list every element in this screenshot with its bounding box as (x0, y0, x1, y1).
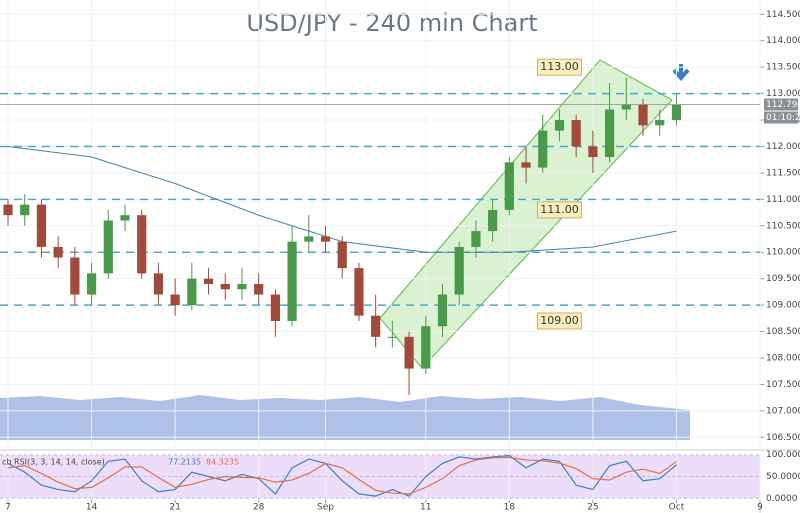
y-tick-label: 109.500 (766, 274, 800, 284)
oscillator-label: ch RSI(3, 3, 14, 14, close) (2, 458, 105, 467)
y-tick-label: 109.000 (766, 301, 800, 311)
oscillator-value: 84.3235 (206, 458, 239, 467)
oscillator-tick-label: 100.0000 (766, 450, 800, 460)
candle-body (471, 231, 481, 247)
candle-body (571, 120, 581, 147)
candle-body (120, 215, 130, 221)
candle-body (504, 162, 514, 210)
candle-body (237, 283, 247, 290)
y-tick-label: 114.500 (766, 10, 800, 20)
candle-body (671, 104, 682, 121)
candle-body (20, 204, 30, 216)
oscillator-tick-label: 50.0000 (766, 472, 800, 482)
candle-body (354, 268, 364, 316)
candle-body (220, 283, 230, 290)
oscillator-line (7, 456, 677, 495)
candle-body (70, 257, 80, 295)
annotation-box (536, 58, 582, 76)
y-tick-label: 112.000 (766, 142, 800, 152)
candle-body (53, 246, 63, 258)
candle-body (86, 273, 97, 295)
candle-body (387, 336, 397, 338)
candle-body (655, 120, 665, 126)
x-tick-label: 14 (86, 503, 98, 513)
volume-area (0, 395, 690, 440)
y-tick-label: 111.000 (766, 195, 800, 205)
candle-body (488, 209, 498, 232)
candle-body (521, 162, 531, 168)
candle-body (170, 294, 180, 306)
candle-body (454, 246, 464, 295)
x-tick-label: 25 (587, 503, 598, 513)
candle-body (605, 109, 615, 158)
annotation-box (536, 312, 582, 330)
candle-body (320, 236, 331, 242)
y-tick-label: 114.000 (766, 36, 800, 46)
candle-body (187, 278, 197, 306)
oscillator-tick-label: 0.0000 (766, 494, 798, 504)
last-price-label: 112.793 (766, 100, 800, 110)
candle-body (304, 236, 314, 242)
y-tick-label: 108.000 (766, 353, 800, 363)
x-tick-label: 28 (253, 503, 265, 513)
y-tick-label: 113.000 (766, 89, 800, 99)
y-tick-label: 107.500 (766, 380, 800, 390)
last-price-box (764, 98, 798, 111)
candle-body (287, 241, 297, 321)
candle-body (638, 104, 648, 126)
y-tick-label: 107.000 (766, 406, 800, 416)
y-tick-label: 110.000 (766, 248, 800, 258)
x-tick-label: 11 (420, 503, 431, 513)
candle-body (538, 130, 548, 168)
candle-body (153, 273, 164, 295)
candle-body (371, 315, 381, 337)
x-tick-label: 21 (169, 503, 180, 513)
candle-body (137, 215, 147, 274)
candle-body (621, 104, 631, 110)
annotation-box (536, 201, 582, 219)
candle-body (254, 283, 264, 295)
y-tick-label: 108.500 (766, 327, 800, 337)
annotation-label: 113.00 (540, 60, 579, 73)
candle-body (554, 120, 565, 131)
candle-body (588, 146, 598, 158)
candle-body (337, 241, 347, 269)
y-tick-label: 111.500 (766, 168, 800, 178)
y-tick-label: 106.500 (766, 433, 800, 443)
y-tick-label: 110.500 (766, 221, 800, 231)
x-tick-label: 7 (5, 503, 11, 513)
x-tick-label: Sep (317, 503, 334, 513)
countdown-label: 01:10:28 (766, 113, 800, 123)
candle-body (437, 294, 448, 327)
candle-body (103, 220, 113, 274)
y-tick-label: 113.500 (766, 63, 800, 73)
x-tick-label: 18 (504, 503, 516, 513)
x-tick-label: Oct (669, 503, 685, 513)
candle-body (270, 294, 280, 321)
chart-title: USD/JPY - 240 min Chart (246, 9, 537, 37)
candle-body (404, 336, 414, 369)
candle-body (36, 204, 47, 247)
countdown-box (764, 111, 798, 124)
candle-body (203, 278, 214, 284)
candle-body (3, 204, 13, 216)
annotation-label: 109.00 (540, 314, 579, 327)
oscillator-line (7, 454, 677, 497)
candle-body (421, 326, 431, 369)
oscillator-value: 77.2135 (168, 458, 201, 467)
annotation-label: 111.00 (540, 203, 579, 216)
x-tick-label: 9 (757, 503, 763, 513)
